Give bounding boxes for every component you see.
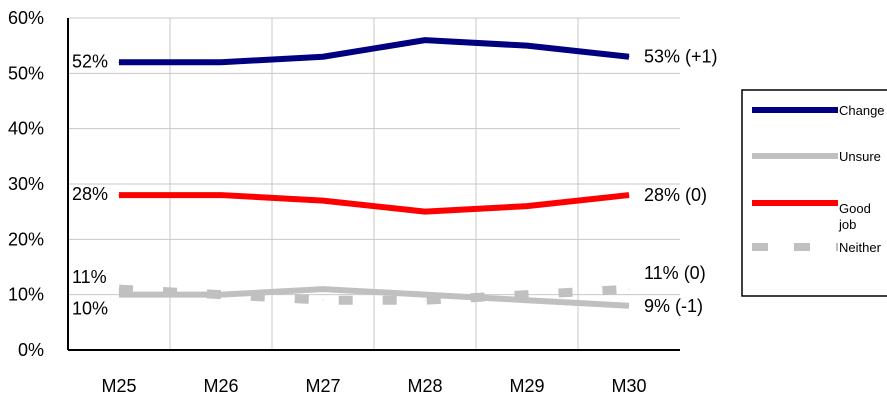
series-line-change <box>119 37 630 66</box>
legend-label: Unsure <box>839 149 881 164</box>
data-label-end: 53% (+1) <box>644 47 718 67</box>
data-point <box>526 45 528 47</box>
data-point <box>220 294 222 296</box>
legend-label: Change <box>839 103 885 118</box>
x-tick-label: M25 <box>101 376 136 396</box>
data-point <box>424 211 426 213</box>
series-lines <box>118 37 630 309</box>
x-tick-label: M26 <box>203 376 238 396</box>
data-point <box>118 61 120 63</box>
legend-label-line: job <box>838 217 856 232</box>
data-label-end: 28% (0) <box>644 185 707 205</box>
x-tick-label: M28 <box>407 376 442 396</box>
data-point <box>322 288 324 290</box>
data-point <box>220 194 222 196</box>
data-point <box>220 61 222 63</box>
data-point <box>526 294 528 296</box>
data-point <box>118 294 120 296</box>
data-point <box>322 299 324 301</box>
x-tick-label: M29 <box>509 376 544 396</box>
data-label-start: 11% <box>72 267 107 287</box>
x-tick-label: M27 <box>305 376 340 396</box>
data-labels: 52% 28% 11% 10% 53% (+1) 28% (0) 11% (0) 9% (-1… <box>72 47 718 319</box>
axes <box>67 18 680 351</box>
data-point <box>628 56 630 58</box>
data-point <box>424 294 426 296</box>
y-tick-label: 30% <box>8 174 44 194</box>
y-tick-label: 0% <box>18 340 44 360</box>
data-point <box>628 194 630 196</box>
data-point <box>424 39 426 41</box>
data-label-end: 9% (-1) <box>644 296 703 316</box>
data-point <box>526 205 528 207</box>
data-label-start: 52% <box>72 51 108 71</box>
series-line-unsure <box>119 286 630 309</box>
data-point <box>628 288 630 290</box>
tick-labels: 0% 10% 20% 30% 40% 50% 60% M25 M26 M27 M28 M29 M30 <box>8 8 647 396</box>
data-point <box>526 299 528 301</box>
grid <box>68 17 680 350</box>
data-point <box>322 200 324 202</box>
y-tick-label: 10% <box>8 285 44 305</box>
y-tick-label: 20% <box>8 229 44 249</box>
legend-box <box>741 89 887 297</box>
legend-label: Neither <box>839 240 882 255</box>
y-tick-label: 60% <box>8 8 44 28</box>
data-label-start: 28% <box>72 184 108 204</box>
legend-label-line: Good <box>839 201 871 216</box>
y-tick-label: 40% <box>8 119 44 139</box>
data-point <box>628 305 630 307</box>
data-point <box>118 194 120 196</box>
series-line-good-job <box>119 192 630 215</box>
x-tick-label: M30 <box>611 376 646 396</box>
y-tick-label: 50% <box>8 63 44 83</box>
data-point <box>424 299 426 301</box>
data-point <box>118 288 120 290</box>
legend-label: Good job <box>838 201 871 232</box>
data-label-start: 10% <box>72 299 108 319</box>
data-point <box>322 56 324 58</box>
legend: Change Unsure Good job Neither <box>741 89 887 297</box>
data-label-end: 11% (0) <box>644 263 706 283</box>
